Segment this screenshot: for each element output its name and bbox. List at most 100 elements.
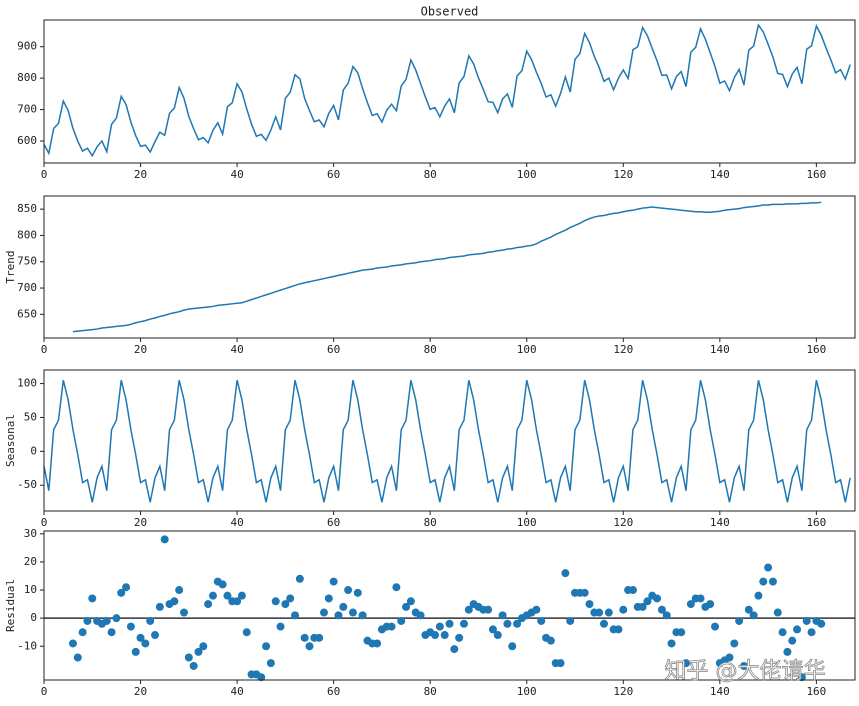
y-axis-label: Trend: [4, 250, 17, 283]
residual-point: [266, 659, 275, 668]
residual-point: [749, 611, 758, 620]
residual-point: [696, 594, 705, 603]
x-tick-label: 140: [710, 685, 730, 698]
residual-point: [208, 591, 217, 600]
residual-point: [488, 625, 497, 634]
residual-point: [513, 619, 522, 628]
x-tick-label: 100: [517, 168, 537, 181]
series-line: [43, 23, 851, 158]
residual-point: [199, 642, 208, 651]
residual-point: [286, 594, 295, 603]
residual-point: [455, 633, 464, 642]
x-tick-label: 160: [806, 343, 826, 356]
residual-point: [295, 574, 304, 583]
residual-point: [435, 622, 444, 631]
series-line: [43, 379, 851, 503]
residual-point: [730, 639, 739, 648]
residual-point: [344, 586, 353, 595]
residual-point: [450, 645, 459, 654]
x-tick-label: 100: [517, 685, 537, 698]
residual-point: [793, 625, 802, 634]
residual-point: [324, 594, 333, 603]
residual-point: [348, 608, 357, 617]
y-tick-label: 30: [24, 527, 37, 540]
residual-point: [300, 633, 309, 642]
residual-point: [305, 642, 314, 651]
residual-point: [319, 608, 328, 617]
y-tick-label: 700: [17, 281, 37, 294]
residual-point: [387, 622, 396, 631]
residual-point: [83, 616, 92, 625]
residual-point: [126, 622, 135, 631]
y-tick-label: 700: [17, 103, 37, 116]
residual-point: [797, 673, 806, 682]
residual-point: [406, 597, 415, 606]
x-tick-label: 120: [613, 516, 633, 529]
x-tick-label: 40: [230, 516, 243, 529]
residual-point: [373, 639, 382, 648]
residual-point: [546, 636, 555, 645]
x-tick-label: 20: [134, 685, 147, 698]
y-tick-label: 900: [17, 40, 37, 53]
residual-point: [431, 631, 440, 640]
residual-point: [160, 535, 169, 544]
y-tick-label: 850: [17, 202, 37, 215]
residual-point: [262, 642, 271, 651]
residual-point: [508, 642, 517, 651]
residual-point: [329, 577, 338, 586]
residual-point: [503, 619, 512, 628]
residual-point: [459, 619, 468, 628]
residual-point: [778, 628, 787, 637]
x-tick-label: 40: [230, 343, 243, 356]
residual-point: [566, 616, 575, 625]
x-tick-label: 140: [710, 168, 730, 181]
residual-point: [440, 631, 449, 640]
residual-point: [739, 661, 748, 670]
x-tick-label: 20: [134, 168, 147, 181]
x-tick-label: 80: [424, 516, 437, 529]
residual-point: [170, 597, 179, 606]
x-tick-label: 60: [327, 343, 340, 356]
residual-point: [155, 602, 164, 611]
residual-point: [194, 647, 203, 656]
residual-point: [68, 639, 77, 648]
residual-point: [638, 602, 647, 611]
residual-point: [88, 594, 97, 603]
residual-point: [788, 636, 797, 645]
residual-point: [484, 605, 493, 614]
x-tick-label: 80: [424, 168, 437, 181]
residual-point: [223, 591, 232, 600]
x-tick-label: 40: [230, 685, 243, 698]
residual-point: [445, 619, 454, 628]
x-tick-label: 80: [424, 343, 437, 356]
axes-frame: [43, 530, 856, 681]
residual-point: [122, 583, 131, 592]
residual-point: [339, 602, 348, 611]
x-tick-label: 60: [327, 516, 340, 529]
residual-point: [141, 639, 150, 648]
residual-point: [604, 608, 613, 617]
residual-point: [218, 580, 227, 589]
subplot: Residual 0 20 40 60 80 100 120 140 160 -10 0 10 20 30: [4, 527, 856, 698]
axes-frame: [43, 19, 856, 164]
residual-point: [175, 586, 184, 595]
x-tick-label: 100: [517, 343, 537, 356]
residual-point: [653, 594, 662, 603]
residual-point: [773, 608, 782, 617]
residual-point: [204, 600, 213, 609]
x-tick-label: 0: [41, 168, 48, 181]
y-tick-label: 650: [17, 307, 37, 320]
residual-point: [353, 588, 362, 597]
x-tick-label: 20: [134, 516, 147, 529]
residual-point: [614, 625, 623, 634]
residual-point: [783, 647, 792, 656]
x-tick-label: 60: [327, 685, 340, 698]
residual-point: [682, 659, 691, 668]
residual-point: [677, 628, 686, 637]
residual-point: [643, 597, 652, 606]
residual-point: [184, 653, 193, 662]
residual-point: [735, 616, 744, 625]
residual-point: [595, 608, 604, 617]
residual-point: [667, 639, 676, 648]
